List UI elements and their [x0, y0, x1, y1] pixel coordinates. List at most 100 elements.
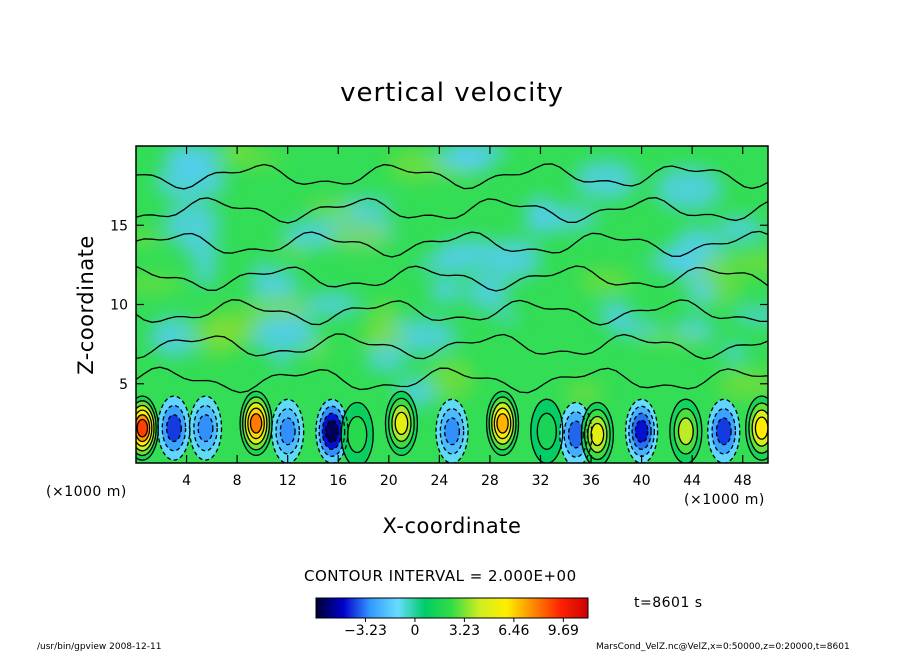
background-field [136, 146, 768, 407]
background-patch [715, 216, 764, 243]
cell-contour [485, 390, 520, 457]
background-patch [194, 250, 216, 287]
background-patch [247, 320, 319, 352]
background-patch [244, 295, 318, 320]
velocity-cell [341, 402, 374, 463]
cell-contour [435, 398, 469, 463]
cell-contour [136, 414, 151, 443]
cell-contour [491, 401, 515, 445]
cell-contour [530, 398, 564, 463]
background-patch [197, 343, 233, 357]
cell-contour [745, 395, 768, 461]
cell-contour [496, 413, 509, 434]
cell-level [250, 413, 262, 433]
background-patch [609, 319, 662, 337]
x-tick-label: 24 [430, 473, 448, 489]
background-patch [463, 146, 492, 174]
cell-contour [631, 412, 652, 450]
background-patch [494, 309, 520, 322]
plot-area [136, 146, 768, 463]
x-tick-label: 40 [633, 473, 651, 489]
cell-level [496, 413, 509, 433]
y-tick-label: 10 [110, 298, 128, 314]
cell-level [280, 417, 296, 445]
cell-contour [244, 401, 268, 445]
x-tick-label: 36 [582, 473, 600, 489]
background-patch [416, 256, 472, 272]
cell-contour [493, 407, 512, 440]
contour-zero-line [136, 265, 768, 292]
cell-level [716, 417, 732, 445]
background-patch [388, 148, 440, 182]
colorbar-tick-label: −3.23 [344, 623, 387, 639]
cell-contour [673, 407, 699, 455]
cell-level [635, 420, 648, 443]
background-patch [210, 150, 285, 167]
cell-contour [197, 414, 214, 443]
cell-level [325, 420, 339, 443]
footer-right: MarsCond_VelZ.nc@VelZ,x=0:50000,z=0:2000… [596, 642, 850, 652]
colorbar-tick-label: 3.23 [449, 623, 480, 639]
cell-level [198, 414, 213, 442]
time-label: t=8601 s [634, 595, 703, 611]
x-axis-label: X-coordinate [382, 514, 522, 538]
background-patch [305, 198, 358, 218]
cell-contour [748, 402, 768, 454]
background-patch [574, 160, 638, 200]
cell-contour [136, 409, 153, 447]
contour-zero-line [136, 333, 768, 360]
colorbar-gradient [315, 597, 589, 619]
cell-contour [715, 417, 732, 446]
x-unit-label-right: (×1000 m) [684, 492, 765, 508]
cell-contour [536, 412, 557, 450]
background-patch [466, 272, 509, 311]
cell-contour [188, 395, 223, 461]
cell-contour [669, 398, 703, 463]
colorbar-tick-label: 0 [410, 623, 419, 639]
x-axis-ticks: 4 8 12 16 20 24 28 32 36 40 44 48 [182, 146, 752, 489]
cell-level [347, 416, 367, 453]
cell-level [591, 423, 604, 446]
y-tick-label: 15 [110, 218, 128, 234]
cell-level [444, 417, 460, 445]
contour-interval-label: CONTOUR INTERVAL = 2.000E+00 [304, 567, 577, 585]
cell-contour [161, 404, 187, 452]
colorbar: −3.23 0 3.23 6.46 9.69 [315, 597, 589, 639]
cell-contour [136, 418, 149, 438]
cell-contour [634, 419, 649, 443]
background-patch [527, 194, 553, 235]
cell-contour [394, 411, 409, 436]
x-tick-label: 32 [532, 473, 550, 489]
contour-zero-line [136, 230, 768, 258]
cell-contour [444, 417, 460, 446]
cell-contour [318, 405, 346, 457]
cell-contour [136, 400, 157, 457]
background-patch [183, 321, 258, 343]
x-tick-label: 12 [279, 473, 297, 489]
cell-contour [559, 401, 593, 463]
cell-level [568, 421, 584, 448]
y-tick-label: 5 [119, 377, 128, 393]
cell-contour [136, 404, 155, 452]
background-patch [654, 167, 723, 211]
cell-contour [275, 407, 300, 455]
background-patch [721, 342, 747, 362]
footer-left: /usr/bin/gpview 2008-12-11 [37, 642, 162, 652]
cell-contour [340, 401, 374, 463]
cell-contour [247, 407, 265, 440]
cell-level [137, 419, 148, 437]
cell-contour [439, 407, 465, 455]
cell-contour [271, 398, 305, 463]
chart-title: vertical velocity [340, 78, 564, 108]
cell-contour [580, 401, 615, 463]
cell-contour [751, 409, 768, 447]
contour-lines [136, 163, 768, 463]
colorbar-ticks: −3.23 0 3.23 6.46 9.69 [344, 618, 579, 639]
cell-contour [707, 398, 741, 463]
colorbar-tick-label: 6.46 [498, 623, 529, 639]
x-tick-label: 8 [233, 473, 242, 489]
cell-level [537, 413, 557, 450]
cell-contour [583, 408, 611, 461]
cell-contour [347, 415, 368, 454]
